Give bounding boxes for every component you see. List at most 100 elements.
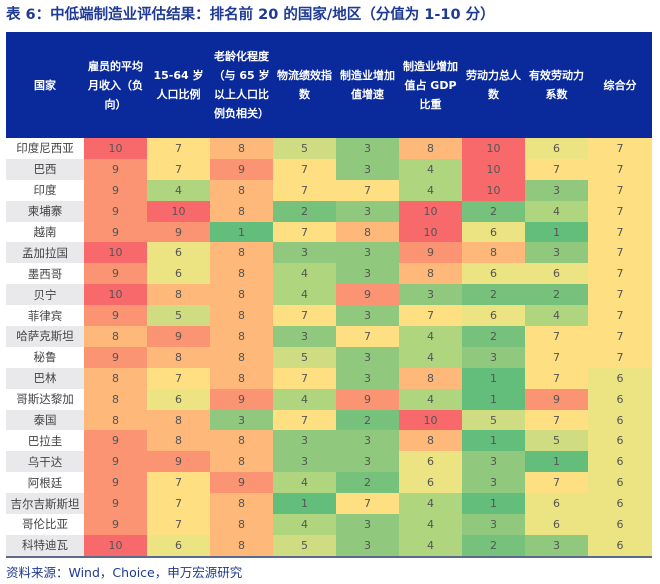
table-row: 巴拉圭 9 8 8 3 3 8 1 5 6	[6, 430, 652, 452]
score-cell: 8	[210, 326, 273, 347]
score-cell: 6	[462, 263, 525, 285]
country-cell: 科特迪瓦	[6, 534, 84, 558]
country-cell: 贝宁	[6, 284, 84, 306]
country-cell: 印度尼西亚	[6, 138, 84, 159]
score-cell: 5	[147, 305, 210, 327]
composite-score-cell: 7	[588, 305, 652, 327]
table-row: 哥伦比亚 9 7 8 4 3 4 3 6 6	[6, 514, 652, 535]
score-cell: 3	[336, 305, 399, 327]
score-cell: 3	[336, 242, 399, 264]
table-row: 墨西哥 9 6 8 4 3 8 6 6 7	[6, 263, 652, 285]
score-cell: 3	[336, 200, 399, 222]
composite-score-cell: 7	[588, 346, 652, 368]
table-row: 越南 9 9 1 7 8 10 6 1 7	[6, 221, 652, 243]
score-cell: 5	[273, 346, 336, 368]
table-row: 哈萨克斯坦 8 9 8 3 7 4 2 7 7	[6, 326, 652, 347]
composite-score-cell: 6	[588, 409, 652, 431]
country-cell: 巴拉圭	[6, 430, 84, 452]
score-cell: 7	[273, 221, 336, 243]
country-cell: 泰国	[6, 409, 84, 431]
score-cell: 8	[399, 367, 462, 389]
composite-score-cell: 6	[588, 534, 652, 558]
score-cell: 2	[462, 534, 525, 558]
score-cell: 4	[399, 534, 462, 558]
table-row: 柬埔寨 9 10 8 2 3 10 2 4 7	[6, 200, 652, 222]
composite-score-cell: 6	[588, 472, 652, 494]
score-cell: 10	[399, 409, 462, 431]
score-cell: 3	[336, 138, 399, 159]
score-cell: 3	[336, 263, 399, 285]
score-cell: 8	[210, 346, 273, 368]
score-cell: 6	[525, 493, 588, 515]
column-header-country: 国家	[6, 32, 84, 138]
score-cell: 1	[525, 451, 588, 473]
score-cell: 4	[399, 388, 462, 410]
score-cell: 7	[525, 158, 588, 180]
score-cell: 4	[273, 284, 336, 306]
score-cell: 3	[525, 534, 588, 558]
score-cell: 7	[336, 326, 399, 347]
score-cell: 7	[147, 514, 210, 535]
score-cell: 9	[210, 388, 273, 410]
table-row: 吉尔吉斯斯坦 9 7 8 1 7 4 1 6 6	[6, 493, 652, 515]
composite-score-cell: 7	[588, 242, 652, 264]
country-cell: 柬埔寨	[6, 200, 84, 222]
score-cell: 3	[525, 242, 588, 264]
column-header: 制造业增加值占 GDP 比重	[399, 32, 462, 138]
table-row: 印度 9 4 8 7 7 4 10 3 7	[6, 179, 652, 201]
score-cell: 3	[336, 534, 399, 558]
score-cell: 6	[147, 242, 210, 264]
score-cell: 4	[399, 326, 462, 347]
country-cell: 哥伦比亚	[6, 514, 84, 535]
score-cell: 6	[147, 263, 210, 285]
country-cell: 乌干达	[6, 451, 84, 473]
score-cell: 3	[336, 514, 399, 535]
country-cell: 越南	[6, 221, 84, 243]
score-cell: 9	[84, 221, 147, 243]
score-cell: 8	[210, 284, 273, 306]
country-cell: 哈萨克斯坦	[6, 326, 84, 347]
score-cell: 8	[462, 242, 525, 264]
score-cell: 4	[525, 305, 588, 327]
score-cell: 1	[525, 221, 588, 243]
evaluation-table: 国家 雇员的平均月收入（负向） 15-64 岁人口比例 老龄化程度（与 65 岁以上人…	[6, 32, 652, 558]
score-cell: 9	[147, 326, 210, 347]
score-cell: 1	[462, 367, 525, 389]
composite-score-cell: 6	[588, 514, 652, 535]
score-cell: 9	[147, 221, 210, 243]
score-cell: 3	[273, 242, 336, 264]
score-cell: 3	[462, 451, 525, 473]
composite-score-cell: 6	[588, 388, 652, 410]
composite-score-cell: 7	[588, 221, 652, 243]
score-cell: 9	[84, 305, 147, 327]
score-cell: 9	[147, 451, 210, 473]
score-cell: 7	[273, 179, 336, 201]
score-cell: 9	[210, 472, 273, 494]
score-cell: 8	[399, 138, 462, 159]
score-cell: 4	[273, 388, 336, 410]
score-cell: 5	[525, 430, 588, 452]
score-cell: 9	[336, 388, 399, 410]
score-cell: 7	[147, 367, 210, 389]
score-cell: 2	[525, 284, 588, 306]
score-cell: 1	[462, 388, 525, 410]
score-cell: 3	[336, 346, 399, 368]
column-header: 制造业增加值增速	[336, 32, 399, 138]
score-cell: 8	[210, 534, 273, 558]
column-header: 老龄化程度（与 65 岁以上人口比例负相关）	[210, 32, 273, 138]
score-cell: 7	[273, 158, 336, 180]
score-cell: 9	[210, 158, 273, 180]
score-cell: 4	[147, 179, 210, 201]
composite-score-cell: 7	[588, 263, 652, 285]
score-cell: 3	[462, 514, 525, 535]
score-cell: 10	[462, 179, 525, 201]
score-cell: 8	[147, 346, 210, 368]
score-cell: 8	[210, 305, 273, 327]
score-cell: 6	[399, 451, 462, 473]
score-cell: 8	[210, 430, 273, 452]
composite-score-cell: 6	[588, 493, 652, 515]
score-cell: 9	[84, 493, 147, 515]
score-cell: 9	[336, 284, 399, 306]
score-cell: 3	[273, 430, 336, 452]
header-row: 国家 雇员的平均月收入（负向） 15-64 岁人口比例 老龄化程度（与 65 岁以上人…	[6, 32, 652, 138]
